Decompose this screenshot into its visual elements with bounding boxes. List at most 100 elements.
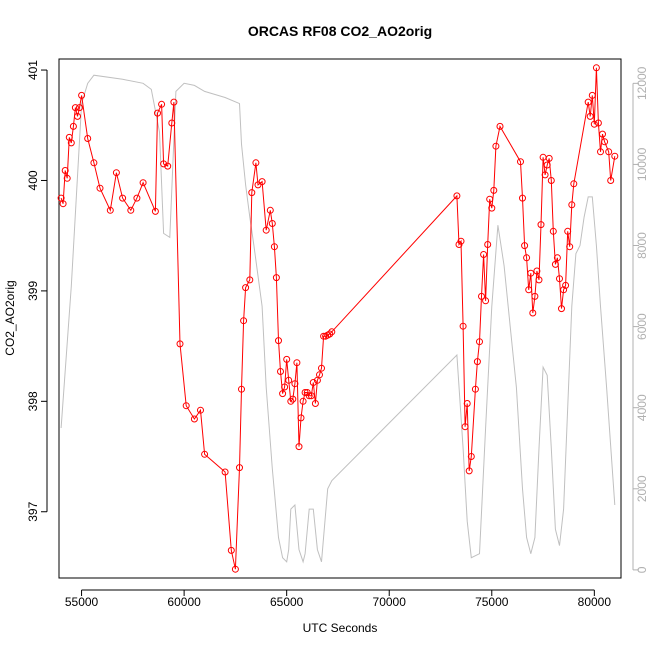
co2-point	[76, 104, 83, 112]
co2-point	[246, 276, 254, 284]
co2-point	[289, 395, 297, 403]
chart-title: ORCAS RF08 CO2_AO2orig	[248, 23, 432, 39]
co2-point	[320, 332, 328, 340]
co2-point	[465, 467, 473, 475]
co2-point	[492, 142, 500, 150]
co2-point	[270, 243, 278, 251]
co2-point	[154, 109, 161, 117]
co2-point	[182, 402, 190, 410]
co2-point	[236, 464, 243, 472]
y2-tick-label: 10000	[635, 147, 649, 181]
co2-point	[605, 148, 613, 156]
co2-point	[74, 112, 81, 120]
x-axis: 55000 60000 65000 70000 75000 80000	[65, 589, 612, 609]
co2-point	[543, 161, 551, 169]
co2-point	[326, 330, 334, 338]
co2-point	[258, 178, 266, 186]
co2-point	[112, 169, 120, 177]
y-tick-label: 401	[26, 60, 40, 80]
co2-point	[262, 226, 270, 234]
co2-point	[151, 207, 159, 215]
co2-point	[106, 206, 114, 214]
co2-point	[535, 276, 543, 284]
co2-point	[158, 100, 166, 108]
co2-point	[566, 243, 574, 251]
co2-point	[562, 281, 570, 289]
co2-point	[473, 358, 481, 366]
co2-point	[119, 194, 127, 202]
co2-point	[476, 338, 483, 346]
co2-point	[519, 194, 526, 202]
co2-point	[484, 241, 492, 248]
co2-point	[190, 415, 198, 423]
co2-point	[309, 379, 317, 386]
co2-point	[529, 309, 537, 317]
co2-point	[547, 177, 555, 184]
co2-point	[592, 64, 600, 72]
co2-point	[248, 189, 256, 197]
co2-point	[478, 292, 485, 300]
co2-point	[283, 355, 291, 363]
co2-point	[295, 443, 303, 451]
co2-point	[570, 180, 578, 188]
co2-point	[170, 98, 178, 106]
co2-point	[168, 119, 176, 127]
co2-point	[59, 200, 67, 208]
co2-point	[221, 468, 229, 476]
y-tick-label: 397	[26, 501, 40, 521]
co2-point	[71, 104, 79, 112]
co2-point	[67, 139, 75, 147]
co2-point	[556, 275, 563, 283]
y-tick-label: 400	[26, 170, 40, 190]
co2-point	[553, 254, 561, 262]
y2-tick-label: 2000	[635, 475, 649, 502]
co2-point	[227, 546, 235, 554]
co2-point	[307, 392, 315, 400]
co2-point	[231, 565, 239, 573]
co2-point	[139, 179, 147, 187]
y2-tick-label: 8000	[635, 232, 649, 259]
plot-frame	[58, 58, 622, 579]
co2-point	[564, 227, 572, 235]
co2-point	[568, 201, 576, 209]
co2-point	[533, 267, 541, 275]
co2-point	[549, 227, 557, 235]
co2-point	[527, 269, 535, 277]
x-tick-label: 55000	[65, 595, 99, 609]
co2-point	[268, 220, 276, 227]
co2-point	[594, 119, 602, 127]
co2-point	[521, 242, 529, 250]
co2-point	[96, 184, 104, 192]
co2-point	[459, 322, 467, 330]
co2-point	[133, 194, 141, 202]
co2-point	[607, 177, 615, 184]
co2-point	[517, 158, 524, 166]
y2-tick-label: 12000	[635, 66, 649, 100]
co2-point	[90, 159, 98, 167]
co2-point	[599, 130, 606, 138]
co2-point	[488, 204, 496, 212]
co2-point	[601, 138, 609, 146]
co2-point	[176, 340, 184, 348]
co2-point	[299, 397, 307, 405]
co2-point	[597, 148, 604, 156]
co2-point	[588, 91, 596, 99]
co2-point	[531, 292, 539, 300]
y-axis-left: 397 398 399 400 401	[26, 60, 48, 522]
co2-point	[480, 251, 488, 258]
x-tick-label: 80000	[578, 595, 612, 609]
co2-point	[453, 192, 461, 200]
co2-point	[160, 160, 168, 168]
co2-point	[279, 390, 287, 398]
y2-tick-label: 4000	[635, 394, 649, 421]
co2-point	[311, 400, 319, 407]
x-tick-label: 70000	[373, 595, 407, 609]
co2-point	[266, 206, 274, 214]
co2-point	[457, 237, 465, 245]
co2-point	[461, 423, 469, 431]
co2-point	[486, 195, 494, 203]
co2-point	[78, 91, 86, 99]
co2-point	[287, 397, 295, 405]
co2-point	[164, 162, 172, 170]
y-tick-label: 399	[26, 281, 40, 301]
